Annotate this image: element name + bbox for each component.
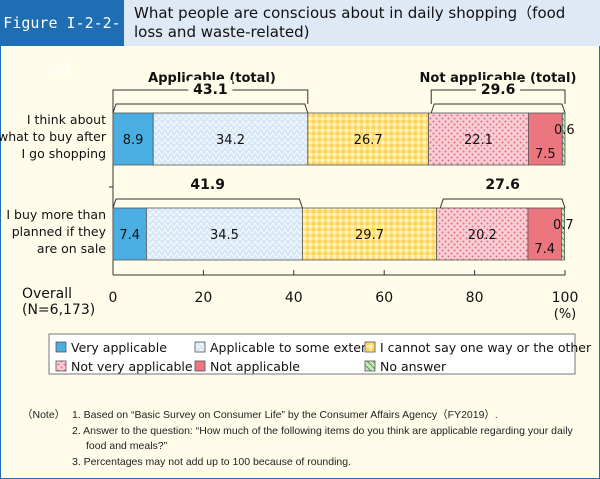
x-axis-unit: (%)	[554, 307, 577, 322]
not-applicable-bracket	[430, 103, 566, 114]
data-label: 20.2	[468, 228, 497, 243]
data-label: 29.7	[355, 228, 384, 243]
not-applicable-total-heading: Not applicable (total)	[420, 71, 577, 86]
notes-label: （Note）	[22, 409, 66, 421]
legend-label: Applicable to some extent	[210, 340, 374, 355]
legend-label: No answer	[380, 359, 447, 374]
data-label: 34.2	[216, 133, 245, 148]
bar-segment	[301, 207, 438, 261]
note-2: 2. Answer to the question: “How much of …	[72, 424, 573, 453]
data-label: 8.9	[123, 133, 144, 148]
legend	[48, 333, 576, 375]
legend-swatch	[364, 341, 376, 353]
x-tick-label: 60	[375, 290, 393, 306]
not-applicable-bracket	[439, 198, 566, 209]
data-label: 26.7	[354, 133, 383, 148]
category-label: I go shopping	[22, 146, 107, 161]
applicable-bracket	[112, 198, 303, 209]
figure-header: Figure I-2-2-21 What people are consciou…	[0, 0, 600, 78]
bar-segment	[112, 112, 154, 166]
note-1: 1. Based on “Basic Survey on Consumer Li…	[72, 409, 498, 421]
data-label: 34.5	[210, 228, 239, 243]
legend-label: I cannot say one way or the other	[380, 340, 592, 355]
legend-swatch	[364, 360, 376, 372]
x-tick-label: 80	[466, 290, 484, 306]
applicable-total-heading: Applicable (total)	[148, 71, 276, 86]
bar-segment	[527, 112, 563, 166]
bar-segment	[152, 112, 309, 166]
bar-segment	[112, 207, 147, 261]
note-3: 3. Percentages may not add up to 100 bec…	[72, 455, 352, 468]
not-applicable-total-value: 27.6	[485, 177, 520, 193]
bar-segment	[436, 207, 529, 261]
x-tick-label: 100	[552, 290, 579, 306]
data-label: 0.6	[554, 123, 575, 138]
bar-segment	[428, 112, 529, 166]
bar-segment	[561, 112, 566, 166]
legend-swatch	[55, 341, 67, 353]
bar-segment	[146, 207, 303, 261]
bar-segment	[527, 207, 562, 261]
x-tick-label: 0	[109, 290, 118, 306]
bar-segment	[307, 112, 429, 166]
bar-segment	[560, 207, 565, 261]
category-label: what to buy after	[0, 129, 107, 144]
category-label: planned if they	[12, 224, 107, 239]
applicable-total-value: 41.9	[190, 177, 225, 193]
figure-label: Figure I-2-2-21	[0, 0, 124, 78]
legend-swatch	[55, 360, 67, 372]
stacked-bar-chart: Applicable (total) Not applicable (total)…	[0, 71, 592, 375]
legend-label: Not very applicable	[71, 359, 193, 374]
data-label: 7.4	[119, 228, 140, 243]
legend-label: Very applicable	[71, 340, 167, 355]
category-label: are on sale	[37, 241, 106, 256]
overall-caption: Overall	[22, 286, 72, 302]
data-label: 22.1	[464, 133, 493, 148]
category-label: I think about	[27, 112, 106, 127]
legend-swatch	[194, 360, 206, 372]
not-applicable-total-value: 29.6	[481, 82, 516, 98]
applicable-bracket	[112, 103, 309, 114]
data-label: 7.4	[534, 242, 555, 257]
data-label: 7.5	[535, 147, 556, 162]
applicable-total-value: 43.1	[193, 82, 228, 98]
data-label: 0.7	[553, 218, 574, 233]
legend-swatch	[194, 341, 206, 353]
overall-caption: (N=6,173)	[22, 302, 95, 318]
figure-title: What people are conscious about in daily…	[134, 4, 566, 41]
x-tick-label: 40	[285, 290, 303, 306]
legend-label: Not applicable	[210, 359, 300, 374]
category-label: I buy more than	[6, 207, 106, 222]
x-tick-label: 20	[194, 290, 212, 306]
